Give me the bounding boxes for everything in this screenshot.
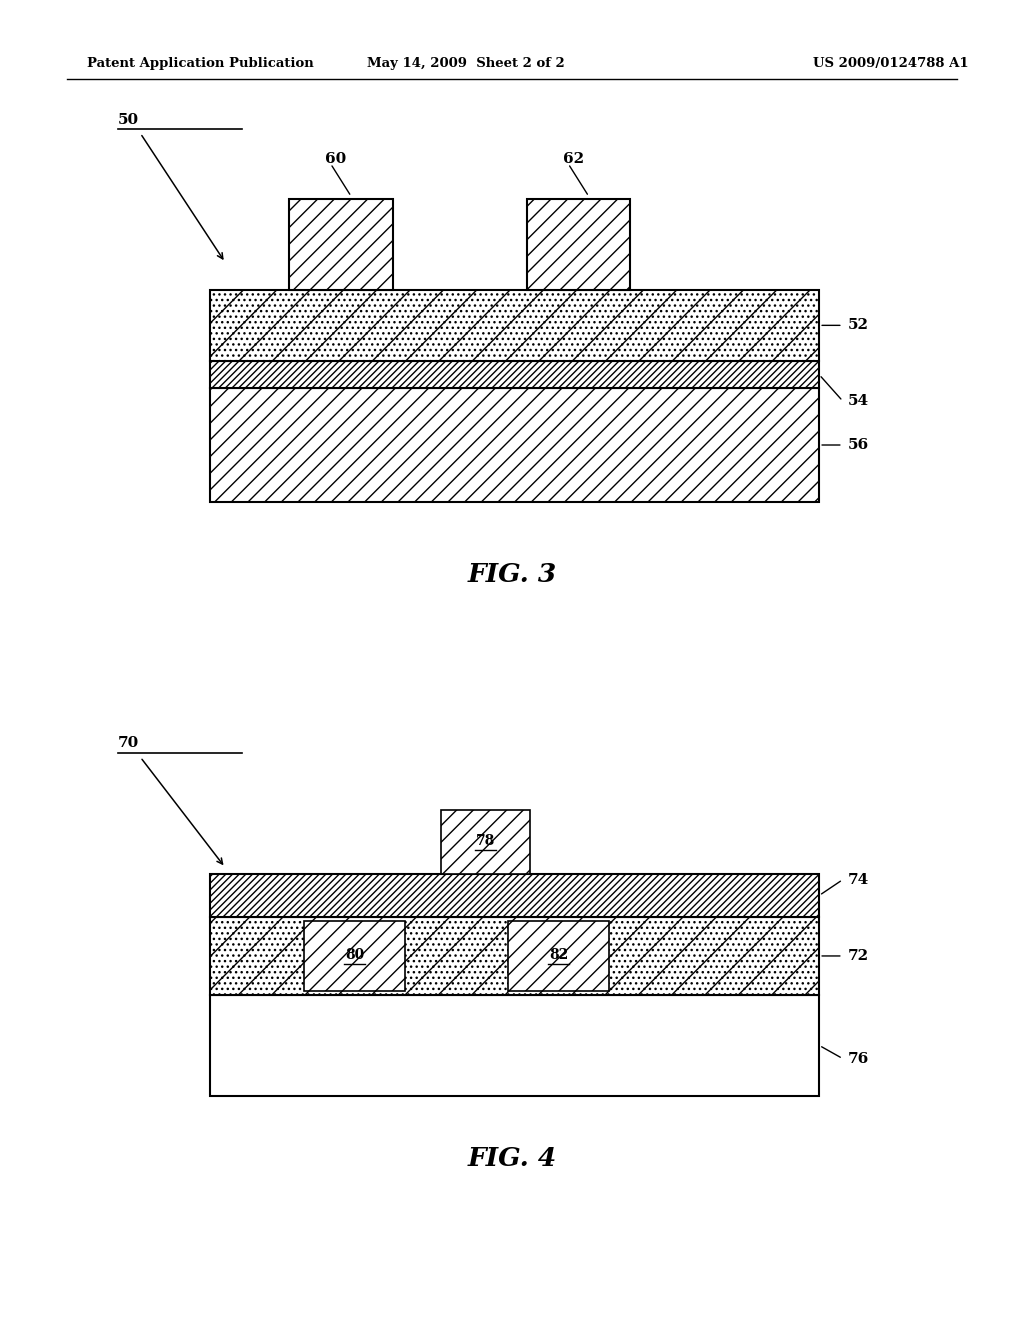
- Text: 72: 72: [848, 949, 869, 964]
- Text: 76: 76: [848, 1052, 869, 1065]
- Text: US 2009/0124788 A1: US 2009/0124788 A1: [813, 57, 969, 70]
- Text: 50: 50: [118, 112, 139, 127]
- Bar: [289, 199, 393, 290]
- Text: 82: 82: [549, 948, 568, 961]
- Text: FIG. 3: FIG. 3: [467, 562, 557, 586]
- Text: 74: 74: [848, 873, 869, 887]
- Bar: [509, 920, 609, 991]
- Text: 56: 56: [848, 438, 869, 451]
- Bar: [526, 199, 631, 290]
- Text: 70: 70: [118, 737, 139, 751]
- Bar: [210, 290, 819, 360]
- Bar: [210, 388, 819, 502]
- Bar: [304, 920, 404, 991]
- Bar: [441, 810, 529, 874]
- Bar: [210, 916, 819, 995]
- Text: Patent Application Publication: Patent Application Publication: [87, 57, 313, 70]
- Text: 78: 78: [476, 834, 496, 847]
- Bar: [210, 916, 819, 995]
- Bar: [210, 874, 819, 916]
- Text: May 14, 2009  Sheet 2 of 2: May 14, 2009 Sheet 2 of 2: [367, 57, 565, 70]
- Text: 62: 62: [563, 152, 584, 166]
- Text: FIG. 4: FIG. 4: [467, 1147, 557, 1171]
- Text: 52: 52: [848, 318, 869, 333]
- Bar: [210, 995, 819, 1096]
- Text: 54: 54: [848, 395, 869, 408]
- Text: 80: 80: [345, 948, 365, 961]
- Text: 60: 60: [326, 152, 347, 166]
- Bar: [210, 360, 819, 388]
- Bar: [210, 290, 819, 360]
